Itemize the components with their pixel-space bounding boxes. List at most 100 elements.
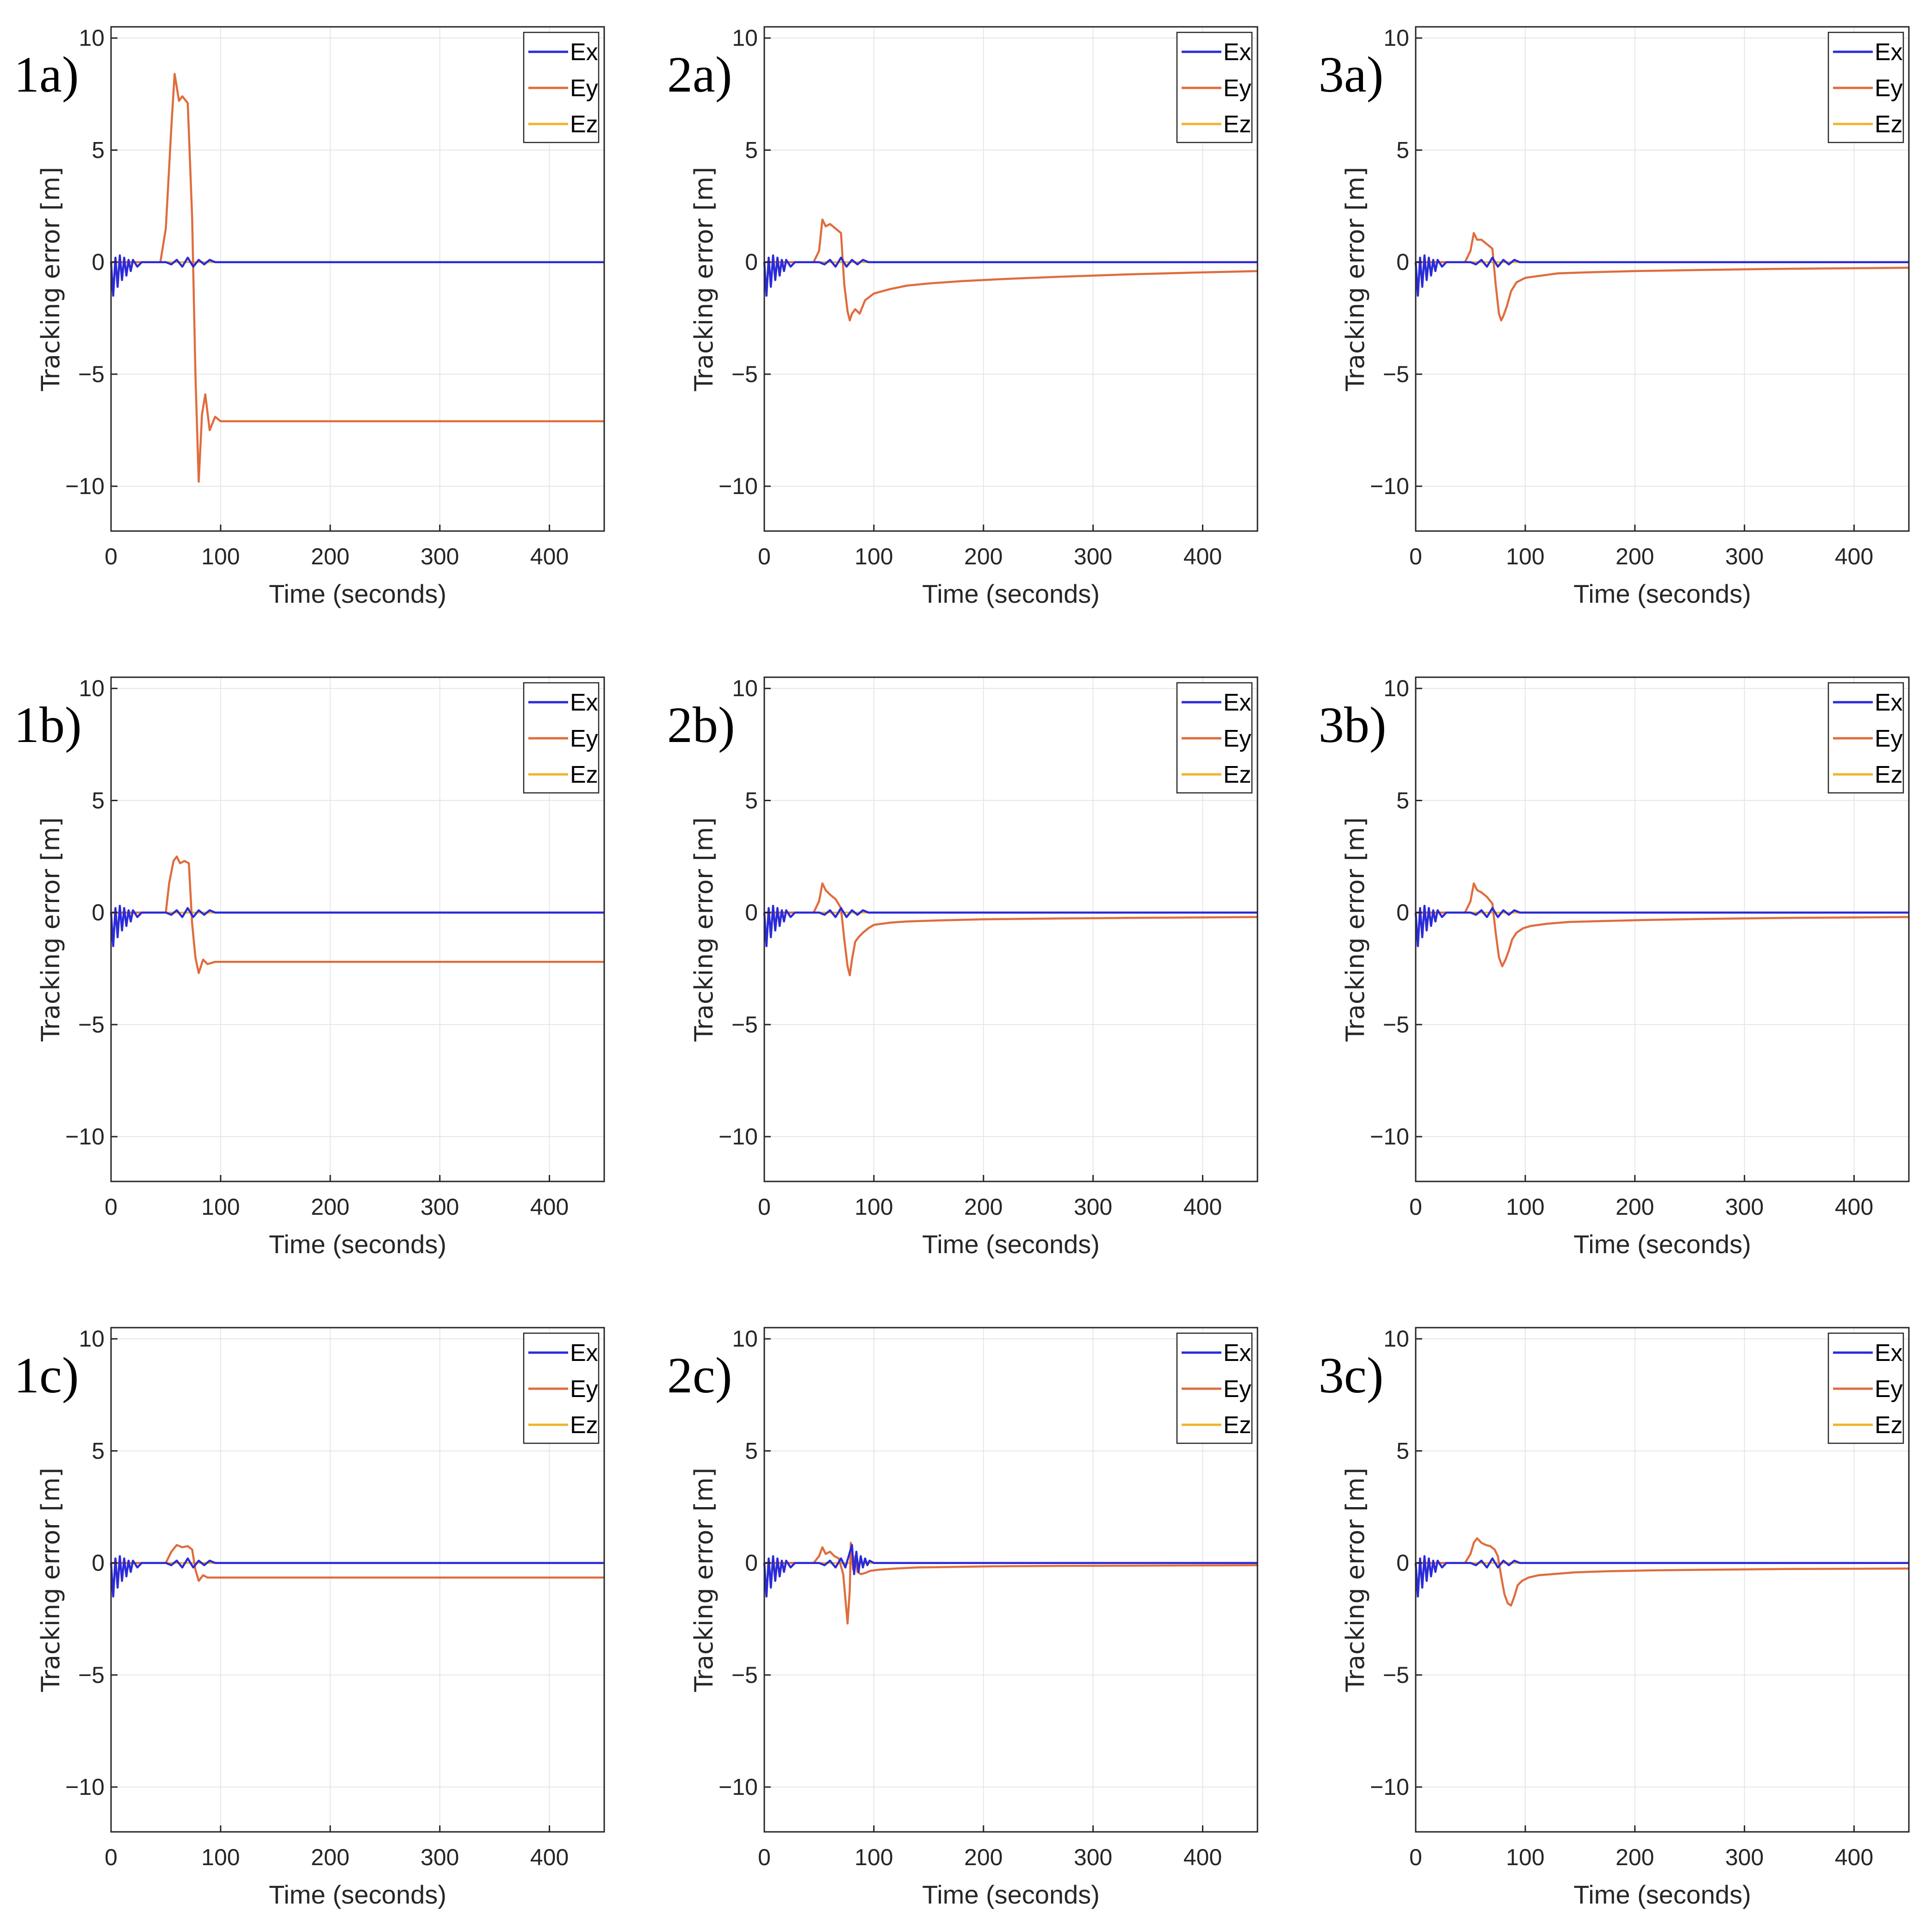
panel-label: 1b) (14, 697, 82, 753)
panel-label: 1c) (14, 1347, 79, 1403)
legend: Ex Ey Ez (523, 682, 600, 794)
axes-box (763, 676, 1258, 1182)
y-tick-label: 10 (79, 675, 105, 701)
panel-label: 3c) (1319, 1347, 1383, 1403)
legend-label-ex: Ex (570, 689, 598, 716)
y-tick-label: −5 (731, 1662, 758, 1688)
y-axis-label: Tracking error [m] (689, 817, 718, 1042)
y-tick-label: −10 (1370, 473, 1409, 499)
series-line-ex (110, 1555, 604, 1598)
series-line-ey (764, 882, 1258, 977)
y-tick-label: 0 (745, 1550, 758, 1576)
legend: Ex Ey Ez (1827, 682, 1904, 794)
x-axis-label: Time (seconds) (269, 579, 446, 608)
x-tick-label: 400 (1183, 1844, 1222, 1870)
x-tick-label: 300 (421, 1194, 459, 1220)
axes-box (110, 26, 605, 532)
y-tick-label: 5 (92, 787, 105, 813)
chart-panel-2a: 0 100 200 300 400 10 5 0 −5 −10 Time (seconds) Trac… (667, 25, 1258, 608)
x-tick-label: 200 (964, 544, 1003, 569)
x-tick-label: 300 (421, 544, 459, 569)
legend-label-ez: Ez (1223, 111, 1251, 138)
y-tick-label: −5 (78, 1662, 105, 1688)
x-tick-label: 0 (1409, 1844, 1422, 1870)
y-tick-label: 0 (745, 249, 758, 275)
legend-label-ey: Ey (1223, 1376, 1251, 1403)
axes-box (1415, 676, 1910, 1182)
x-tick-label: 0 (1409, 544, 1422, 569)
panel-label: 3a) (1319, 46, 1383, 103)
series-line-ey (111, 73, 604, 483)
y-axis-label: Tracking error [m] (689, 1468, 718, 1693)
y-tick-label: −10 (718, 1124, 758, 1150)
x-axis-label: Time (seconds) (269, 1230, 446, 1259)
legend-label-ex: Ex (1223, 39, 1251, 66)
legend-label-ey: Ey (1875, 725, 1903, 752)
chart-panel-3b: 0 100 200 300 400 10 5 0 −5 −10 Time (seconds) Trac… (1319, 675, 1910, 1259)
y-axis-label: Tracking error [m] (36, 167, 65, 392)
y-tick-label: 0 (745, 900, 758, 926)
x-tick-label: 100 (201, 544, 240, 569)
x-axis-label: Time (seconds) (922, 579, 1100, 608)
legend-label-ex: Ex (1223, 1340, 1251, 1366)
x-tick-label: 0 (758, 1844, 771, 1870)
x-tick-label: 100 (855, 544, 893, 569)
y-tick-label: 10 (732, 675, 758, 701)
x-tick-label: 200 (1616, 1844, 1654, 1870)
y-tick-label: 0 (92, 900, 105, 926)
x-tick-label: 400 (530, 1194, 569, 1220)
series-line-ey (1416, 1537, 1909, 1607)
series-line-ex (763, 904, 1257, 947)
x-tick-label: 400 (530, 1844, 569, 1870)
legend-label-ey: Ey (1875, 1376, 1903, 1403)
x-tick-label: 200 (964, 1194, 1003, 1220)
y-tick-label: −10 (1370, 1774, 1409, 1800)
chart-panel-1c: 0 100 200 300 400 10 5 0 −5 −10 Time (seconds) Trac… (14, 1326, 605, 1909)
y-axis-label: Tracking error [m] (1341, 167, 1370, 392)
x-tick-label: 200 (1616, 1194, 1654, 1220)
chart-panel-1b: 0 100 200 300 400 10 5 0 −5 −10 Time (seconds) Trac… (14, 675, 605, 1259)
y-tick-label: 0 (1396, 900, 1409, 926)
x-tick-label: 100 (855, 1844, 893, 1870)
legend-label-ez: Ez (1223, 761, 1251, 788)
x-tick-label: 200 (311, 1844, 349, 1870)
x-tick-label: 300 (1725, 1844, 1764, 1870)
x-tick-label: 300 (1074, 544, 1112, 569)
y-tick-label: −5 (78, 361, 105, 387)
legend-label-ex: Ex (1875, 39, 1903, 66)
y-tick-label: −5 (78, 1012, 105, 1038)
y-axis-label: Tracking error [m] (1341, 1468, 1370, 1693)
y-tick-label: 0 (92, 1550, 105, 1576)
x-tick-label: 100 (855, 1194, 893, 1220)
legend-label-ey: Ey (570, 75, 598, 102)
legend-label-ez: Ez (1223, 1412, 1251, 1439)
y-tick-label: 10 (79, 1326, 105, 1352)
y-axis-label: Tracking error [m] (689, 167, 718, 392)
x-axis-label: Time (seconds) (1573, 579, 1751, 608)
y-tick-label: 5 (1396, 137, 1409, 163)
x-tick-label: 400 (530, 544, 569, 569)
y-tick-label: 10 (1383, 675, 1409, 701)
series-line-ey (1416, 232, 1909, 322)
chart-panel-2b: 0 100 200 300 400 10 5 0 −5 −10 Time (seconds) Trac… (667, 675, 1258, 1259)
plot-area (1416, 27, 1909, 531)
x-tick-label: 300 (1074, 1844, 1112, 1870)
x-tick-label: 100 (1506, 1844, 1544, 1870)
axes-box (763, 1327, 1258, 1833)
x-tick-label: 0 (758, 544, 771, 569)
x-tick-label: 300 (1074, 1194, 1112, 1220)
legend: Ex Ey Ez (1176, 31, 1253, 143)
axes-box (110, 1327, 605, 1833)
x-axis-label: Time (seconds) (922, 1880, 1100, 1909)
legend-label-ey: Ey (570, 725, 598, 752)
x-tick-label: 0 (105, 1194, 118, 1220)
legend-label-ex: Ex (1875, 1340, 1903, 1366)
y-tick-label: 10 (79, 25, 105, 51)
y-tick-label: 10 (732, 25, 758, 51)
x-tick-label: 100 (201, 1844, 240, 1870)
y-tick-label: 0 (1396, 1550, 1409, 1576)
y-tick-label: 10 (732, 1326, 758, 1352)
series-line-ex (110, 254, 604, 297)
legend-label-ez: Ez (1875, 761, 1903, 788)
